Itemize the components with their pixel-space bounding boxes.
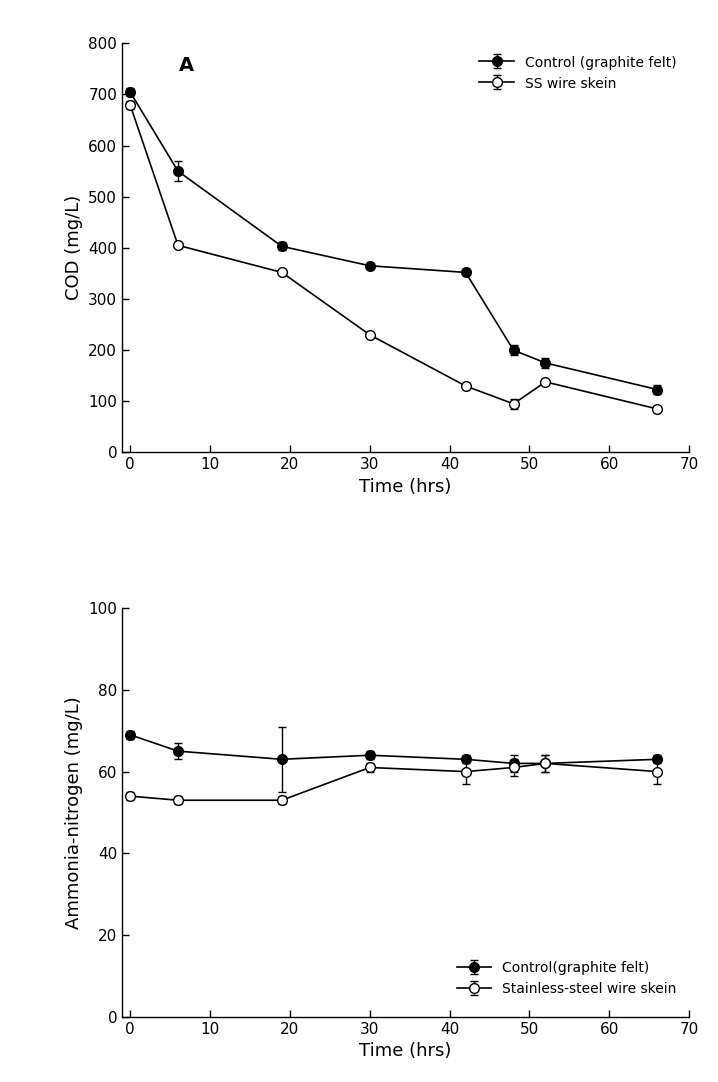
Text: A: A: [179, 55, 194, 75]
Y-axis label: COD (mg/L): COD (mg/L): [65, 195, 83, 301]
Legend: Control(graphite felt), Stainless-steel wire skein: Control(graphite felt), Stainless-steel …: [451, 955, 682, 1002]
X-axis label: Time (hrs): Time (hrs): [360, 1042, 452, 1060]
Legend: Control (graphite felt), SS wire skein: Control (graphite felt), SS wire skein: [474, 50, 682, 96]
X-axis label: Time (hrs): Time (hrs): [360, 478, 452, 496]
Y-axis label: Ammonia-nitrogen (mg/L): Ammonia-nitrogen (mg/L): [65, 696, 83, 928]
